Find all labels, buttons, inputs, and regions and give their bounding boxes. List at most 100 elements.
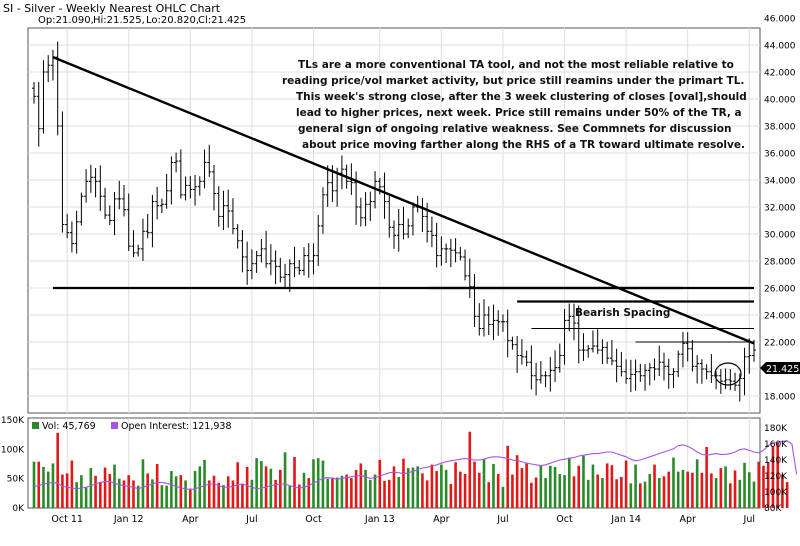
- volume-bar: [544, 478, 547, 508]
- volume-bar: [752, 481, 756, 508]
- volume-bar: [719, 468, 723, 508]
- volume-bar: [776, 442, 779, 508]
- volume-bar: [207, 480, 211, 508]
- volume-tick-label: 50K: [7, 475, 25, 485]
- volume-bar: [65, 473, 69, 508]
- x-tick-label: Apr: [679, 514, 696, 525]
- oi-tick-label: 180K: [764, 424, 788, 434]
- volume-bar: [117, 478, 121, 508]
- volume-bar: [743, 462, 746, 508]
- annotation-text: TLs are a more conventional TA tool, and…: [282, 59, 747, 151]
- volume-bar: [369, 479, 372, 508]
- volume-bar: [501, 486, 505, 508]
- quote-high: Hi:21.525,: [93, 15, 145, 26]
- volume-bar: [250, 479, 254, 508]
- volume-bar: [354, 469, 358, 508]
- volume-bar: [430, 464, 434, 508]
- volume-bar: [99, 482, 102, 508]
- volume-bar: [729, 483, 732, 508]
- volume-bar: [392, 466, 396, 508]
- volume-bar: [591, 464, 595, 508]
- price-tick-label: 28.000: [764, 258, 796, 268]
- bearish-spacing-label: Bearish Spacing: [575, 307, 670, 319]
- volume-bar: [56, 432, 59, 508]
- primary-trendline: [52, 56, 755, 345]
- volume-bar: [785, 482, 789, 508]
- chart-title: SI - Silver - Weekly Nearest OHLC Chart: [3, 2, 221, 15]
- oi-tick-label: 100K: [764, 488, 788, 498]
- volume-bar: [686, 471, 689, 508]
- volume-bar: [241, 484, 244, 508]
- volume-bar: [151, 479, 154, 508]
- volume-bar: [141, 459, 145, 508]
- volume-bar: [620, 476, 623, 508]
- volume-bar: [639, 483, 642, 508]
- volume-bar: [184, 480, 187, 508]
- volume-bar: [459, 471, 462, 508]
- volume-bar: [643, 481, 647, 508]
- price-tick-label: 26.000: [764, 285, 796, 295]
- price-tick-label: 18.000: [764, 393, 796, 403]
- volume-bar: [440, 464, 443, 508]
- volume-bar: [75, 482, 78, 508]
- volume-bar: [274, 479, 277, 508]
- open-interest-legend: Open Interest: 121,938: [121, 421, 232, 432]
- annotation-line-1: TLs are a more conventional TA tool, and…: [298, 59, 734, 71]
- x-tick-label: Oct: [556, 514, 573, 525]
- volume-bar: [444, 469, 448, 508]
- volume-bar: [46, 471, 50, 508]
- volume-bar: [383, 481, 386, 508]
- volume-legend-swatch: [32, 422, 39, 429]
- volume-bar: [293, 456, 296, 508]
- volume-bar: [572, 476, 576, 508]
- volume-bar: [610, 465, 614, 508]
- volume-bar: [601, 478, 604, 508]
- x-tick-label: Jul: [743, 514, 755, 525]
- volume-bar: [89, 468, 93, 508]
- volume-bar: [549, 465, 552, 508]
- price-tick-label: 30.000: [764, 231, 796, 241]
- volume-bar: [771, 446, 775, 508]
- annotation-line-4: lead to higher prices, next week. Price …: [296, 107, 742, 119]
- volume-bar: [657, 478, 661, 508]
- volume-bar: [288, 485, 292, 508]
- volume-bar: [530, 482, 533, 508]
- volume-bar: [189, 488, 192, 508]
- volume-bar: [416, 466, 419, 508]
- volume-bar: [179, 475, 183, 508]
- quote-low: Lo:20.820,: [146, 15, 199, 26]
- last-price-marker: [760, 362, 800, 374]
- x-tick-label: Jul: [496, 514, 508, 525]
- volume-bar: [260, 461, 263, 508]
- oi-tick-label: 80K: [764, 504, 782, 514]
- volume-bar: [515, 455, 519, 508]
- volume-bar: [335, 477, 339, 508]
- annotation-line-6: about price moving farther along the RHS…: [302, 139, 745, 151]
- volume-bar: [203, 459, 206, 508]
- volume-bar: [634, 464, 637, 508]
- price-tick-label: 44.000: [764, 42, 796, 52]
- volume-bar: [316, 458, 320, 508]
- volume-bar: [217, 482, 221, 508]
- x-tick-label: Apr: [433, 514, 450, 525]
- volume-bar: [586, 479, 590, 508]
- x-tick-label: Oct: [305, 514, 322, 525]
- volume-bar: [676, 471, 680, 508]
- volume-bar: [596, 474, 599, 508]
- volume-bar: [165, 485, 168, 508]
- volume-bar: [700, 472, 704, 508]
- volume-bar: [331, 477, 334, 508]
- oi-tick-label: 120K: [764, 472, 788, 482]
- quote-close: Cl:21.425: [198, 15, 246, 26]
- volume-bar: [231, 480, 235, 508]
- volume-tick-label: 150K: [1, 416, 25, 426]
- volume-bar: [321, 460, 325, 508]
- x-tick-label: Oct 11: [51, 514, 83, 525]
- volume-bar: [103, 467, 107, 508]
- annotation-line-2: reading price/vol market activity, but p…: [282, 75, 744, 87]
- volume-bar: [681, 469, 685, 508]
- volume-bar: [553, 466, 557, 508]
- volume-bar: [378, 459, 382, 508]
- volume-bar: [605, 463, 609, 508]
- volume-bar: [402, 458, 405, 508]
